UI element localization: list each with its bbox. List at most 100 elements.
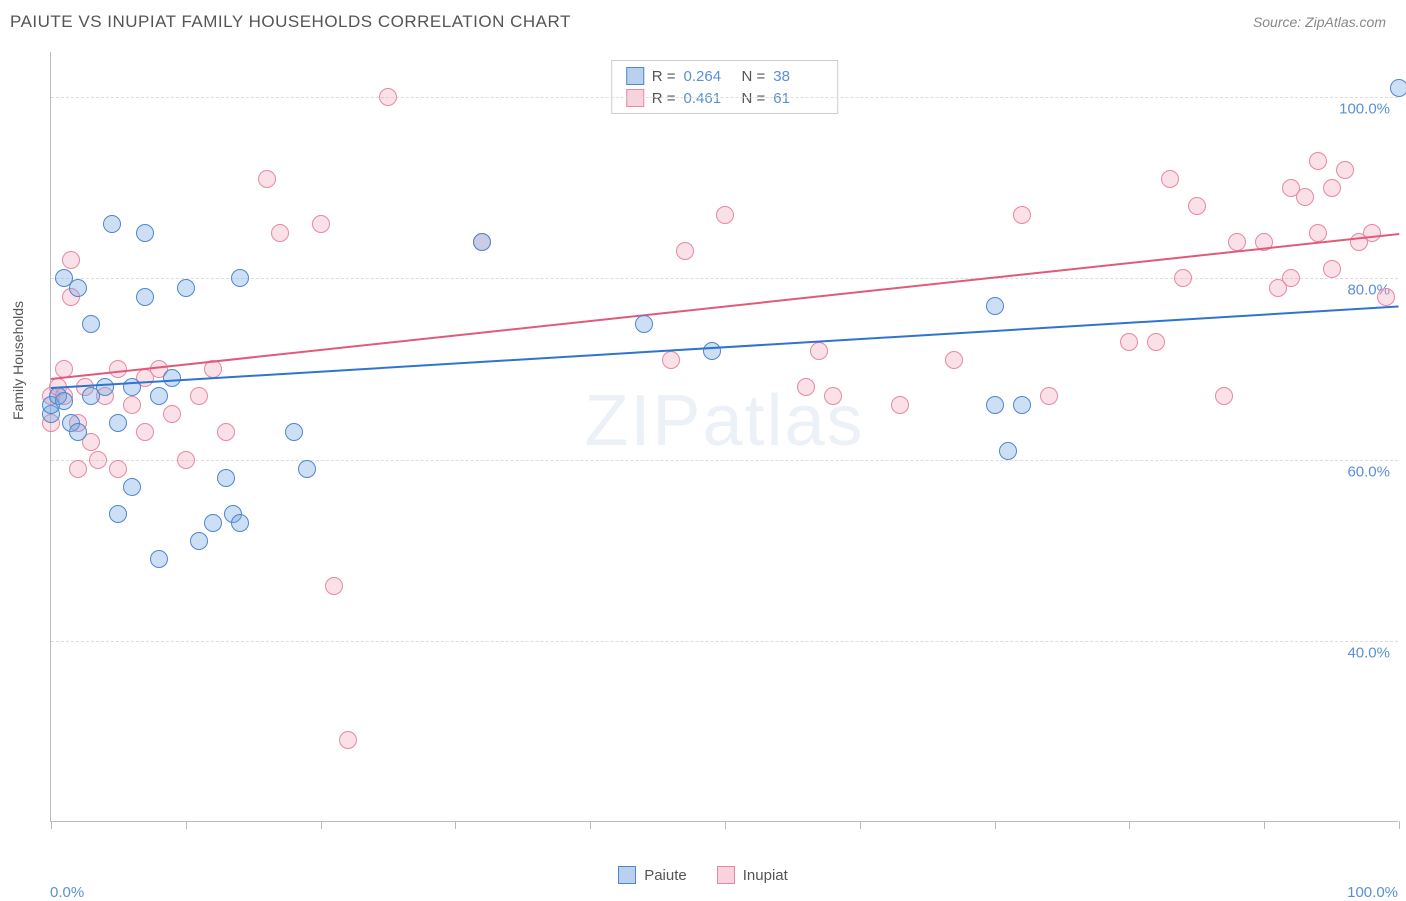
point-inupiat: [136, 423, 154, 441]
point-inupiat: [190, 387, 208, 405]
x-tick: [1399, 821, 1400, 829]
point-paiute: [69, 423, 87, 441]
point-inupiat: [716, 206, 734, 224]
point-inupiat: [62, 251, 80, 269]
point-paiute: [163, 369, 181, 387]
point-inupiat: [797, 378, 815, 396]
point-paiute: [1390, 79, 1406, 97]
point-inupiat: [163, 405, 181, 423]
x-tick: [995, 821, 996, 829]
point-inupiat: [339, 731, 357, 749]
point-inupiat: [676, 242, 694, 260]
point-inupiat: [109, 460, 127, 478]
point-paiute: [109, 414, 127, 432]
point-inupiat: [945, 351, 963, 369]
point-paiute: [204, 514, 222, 532]
point-inupiat: [810, 342, 828, 360]
x-min-label: 0.0%: [50, 884, 84, 901]
point-inupiat: [271, 224, 289, 242]
watermark: ZIPatlas: [584, 380, 864, 462]
source-label: Source: ZipAtlas.com: [1253, 14, 1386, 30]
point-inupiat: [123, 396, 141, 414]
x-tick: [860, 821, 861, 829]
point-paiute: [109, 505, 127, 523]
x-tick: [725, 821, 726, 829]
point-paiute: [1013, 396, 1031, 414]
x-tick: [455, 821, 456, 829]
gridline: [51, 278, 1398, 279]
point-inupiat: [89, 451, 107, 469]
swatch-inupiat-icon: [717, 866, 735, 884]
point-paiute: [103, 215, 121, 233]
point-paiute: [999, 442, 1017, 460]
y-tick-label: 100.0%: [1339, 101, 1390, 118]
point-inupiat: [1363, 224, 1381, 242]
point-inupiat: [1309, 224, 1327, 242]
swatch-paiute-icon: [618, 866, 636, 884]
point-paiute: [150, 387, 168, 405]
legend-item-paiute: Paiute: [618, 866, 687, 884]
point-inupiat: [379, 88, 397, 106]
point-paiute: [703, 342, 721, 360]
gridline: [51, 97, 1398, 98]
point-paiute: [96, 378, 114, 396]
stats-legend-box: R = 0.264 N = 38 R = 0.461 N = 61: [611, 60, 839, 114]
point-inupiat: [1040, 387, 1058, 405]
point-paiute: [69, 279, 87, 297]
point-inupiat: [824, 387, 842, 405]
point-paiute: [123, 478, 141, 496]
point-inupiat: [177, 451, 195, 469]
y-tick-label: 60.0%: [1347, 463, 1390, 480]
point-inupiat: [1215, 387, 1233, 405]
point-inupiat: [1323, 179, 1341, 197]
gridline: [51, 641, 1398, 642]
x-tick: [186, 821, 187, 829]
trendline-paiute: [51, 306, 1399, 390]
point-paiute: [285, 423, 303, 441]
x-max-label: 100.0%: [1347, 884, 1398, 901]
point-inupiat: [325, 577, 343, 595]
scatter-chart: ZIPatlas R = 0.264 N = 38 R = 0.461 N = …: [50, 52, 1398, 822]
bottom-legend: Paiute Inupiat: [0, 866, 1406, 884]
point-inupiat: [891, 396, 909, 414]
point-paiute: [231, 514, 249, 532]
trendline-inupiat: [51, 233, 1399, 380]
x-tick: [1264, 821, 1265, 829]
point-paiute: [82, 315, 100, 333]
point-inupiat: [1282, 269, 1300, 287]
point-inupiat: [1161, 170, 1179, 188]
point-paiute: [136, 224, 154, 242]
point-paiute: [177, 279, 195, 297]
point-inupiat: [217, 423, 235, 441]
point-inupiat: [1336, 161, 1354, 179]
point-paiute: [473, 233, 491, 251]
point-paiute: [986, 297, 1004, 315]
swatch-paiute: [626, 67, 644, 85]
point-inupiat: [1188, 197, 1206, 215]
point-inupiat: [69, 460, 87, 478]
point-inupiat: [1147, 333, 1165, 351]
y-axis-label: Family Households: [10, 301, 26, 420]
point-inupiat: [1120, 333, 1138, 351]
point-inupiat: [1228, 233, 1246, 251]
point-inupiat: [258, 170, 276, 188]
y-tick-label: 40.0%: [1347, 644, 1390, 661]
x-tick: [321, 821, 322, 829]
stats-row-paiute: R = 0.264 N = 38: [626, 65, 824, 87]
point-paiute: [136, 288, 154, 306]
legend-item-inupiat: Inupiat: [717, 866, 788, 884]
point-inupiat: [312, 215, 330, 233]
point-paiute: [150, 550, 168, 568]
point-inupiat: [662, 351, 680, 369]
chart-title: PAIUTE VS INUPIAT FAMILY HOUSEHOLDS CORR…: [10, 12, 571, 32]
x-tick: [51, 821, 52, 829]
point-inupiat: [1377, 288, 1395, 306]
point-paiute: [55, 392, 73, 410]
point-paiute: [231, 269, 249, 287]
point-inupiat: [1174, 269, 1192, 287]
x-tick: [1129, 821, 1130, 829]
gridline: [51, 460, 1398, 461]
point-paiute: [190, 532, 208, 550]
point-paiute: [635, 315, 653, 333]
point-inupiat: [1296, 188, 1314, 206]
